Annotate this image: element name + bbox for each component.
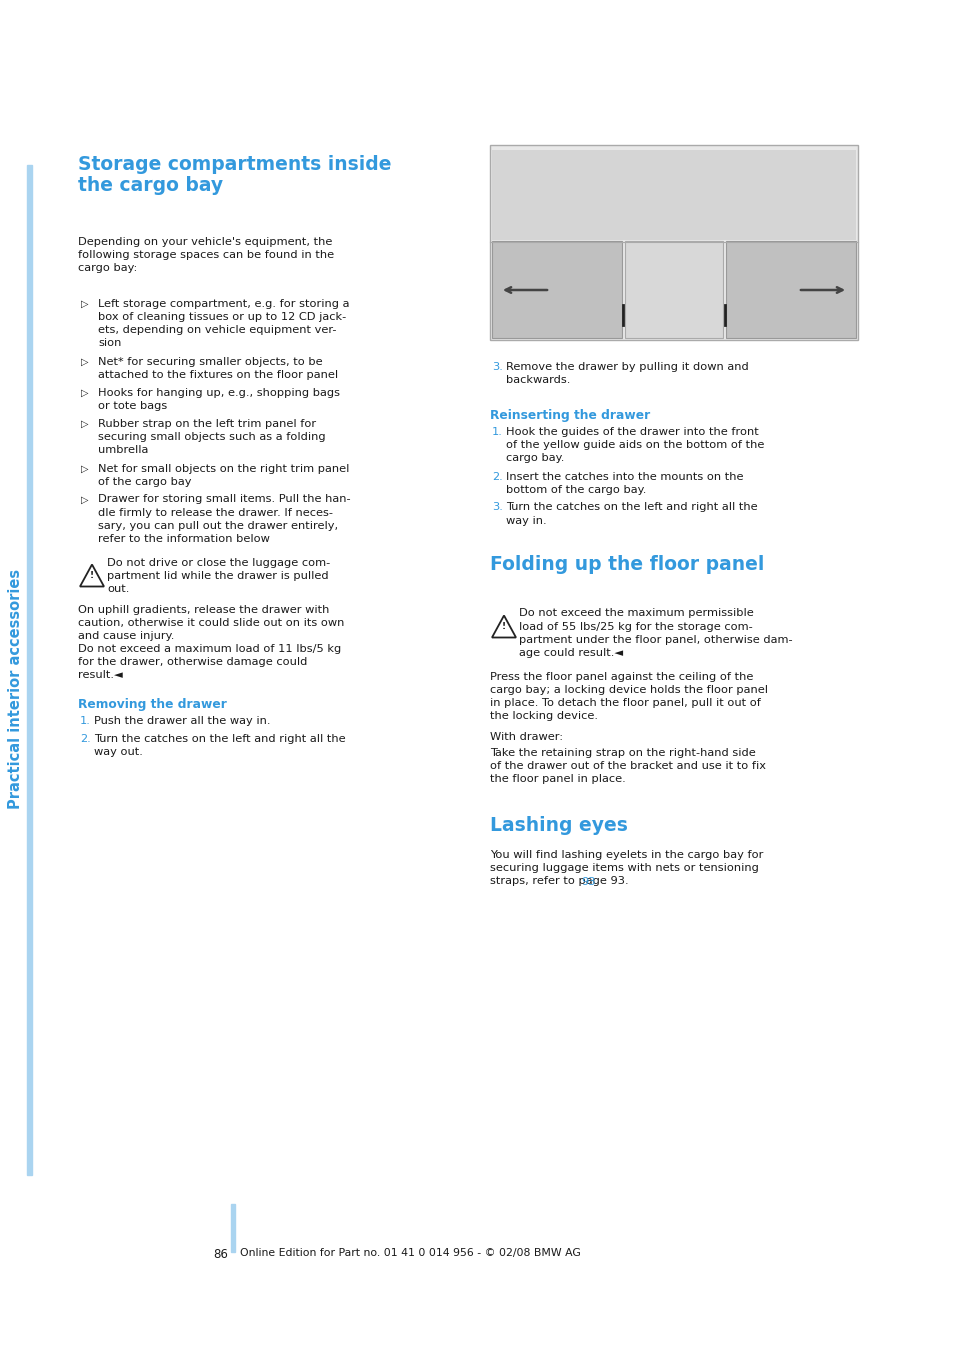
Text: 93: 93	[580, 878, 595, 887]
Text: Practical interior accessories: Practical interior accessories	[8, 568, 23, 809]
Text: Depending on your vehicle's equipment, the
following storage spaces can be found: Depending on your vehicle's equipment, t…	[78, 238, 334, 273]
Text: Drawer for storing small items. Pull the han-
dle firmly to release the drawer. : Drawer for storing small items. Pull the…	[98, 494, 351, 544]
Text: Hooks for hanging up, e.g., shopping bags
or tote bags: Hooks for hanging up, e.g., shopping bag…	[98, 387, 339, 410]
Text: !: !	[501, 622, 505, 630]
Text: ▷: ▷	[81, 356, 89, 367]
Text: Hook the guides of the drawer into the front
of the yellow guide aids on the bot: Hook the guides of the drawer into the f…	[505, 427, 763, 463]
Text: Net for small objects on the right trim panel
of the cargo bay: Net for small objects on the right trim …	[98, 463, 349, 486]
Text: Lashing eyes: Lashing eyes	[490, 815, 627, 836]
Text: Online Edition for Part no. 01 41 0 014 956 - © 02/08 BMW AG: Online Edition for Part no. 01 41 0 014 …	[240, 1247, 580, 1258]
Text: ▷: ▷	[81, 298, 89, 309]
Text: Insert the catches into the mounts on the
bottom of the cargo bay.: Insert the catches into the mounts on th…	[505, 471, 742, 494]
Text: Removing the drawer: Removing the drawer	[78, 698, 227, 711]
Text: ▷: ▷	[81, 418, 89, 429]
Text: You will find lashing eyelets in the cargo bay for
securing luggage items with n: You will find lashing eyelets in the car…	[490, 850, 762, 886]
Bar	[624, 242, 722, 338]
Text: Folding up the floor panel: Folding up the floor panel	[490, 555, 763, 575]
Text: Net* for securing smaller objects, to be
attached to the fixtures on the floor p: Net* for securing smaller objects, to be…	[98, 356, 337, 381]
Text: 3.: 3.	[492, 502, 502, 513]
Text: Storage compartments inside
the cargo bay: Storage compartments inside the cargo ba…	[78, 155, 391, 196]
Text: ▷: ▷	[81, 494, 89, 505]
Text: Turn the catches on the left and right all the
way in.: Turn the catches on the left and right a…	[505, 502, 757, 525]
Text: 2.: 2.	[492, 471, 502, 482]
Text: 1.: 1.	[80, 716, 91, 726]
Text: ▷: ▷	[81, 387, 89, 398]
Text: Press the floor panel against the ceiling of the
cargo bay; a locking device hol: Press the floor panel against the ceilin…	[490, 671, 767, 721]
Text: Do not drive or close the luggage com-
partment lid while the drawer is pulled
o: Do not drive or close the luggage com- p…	[107, 558, 330, 594]
Text: Reinserting the drawer: Reinserting the drawer	[490, 409, 650, 423]
Text: ▷: ▷	[81, 463, 89, 474]
Text: Rubber strap on the left trim panel for
securing small objects such as a folding: Rubber strap on the left trim panel for …	[98, 418, 325, 455]
Text: 3.: 3.	[492, 362, 502, 373]
Text: On uphill gradients, release the drawer with
caution, otherwise it could slide o: On uphill gradients, release the drawer …	[78, 605, 344, 680]
Text: With drawer:: With drawer:	[490, 732, 562, 741]
Text: Take the retaining strap on the right-hand side
of the drawer out of the bracket: Take the retaining strap on the right-ha…	[490, 748, 765, 783]
Text: Turn the catches on the left and right all the
way out.: Turn the catches on the left and right a…	[94, 733, 345, 756]
Text: 1.: 1.	[492, 427, 502, 437]
Text: Remove the drawer by pulling it down and
backwards.: Remove the drawer by pulling it down and…	[505, 362, 748, 385]
Bar	[231, 1204, 234, 1251]
Bar	[27, 165, 32, 1174]
Bar	[725, 242, 855, 338]
Bar	[490, 144, 857, 340]
Text: Push the drawer all the way in.: Push the drawer all the way in.	[94, 716, 271, 726]
Text: 2.: 2.	[80, 733, 91, 744]
Text: 86: 86	[213, 1247, 228, 1261]
Text: Do not exceed the maximum permissible
load of 55 lbs/25 kg for the storage com-
: Do not exceed the maximum permissible lo…	[518, 609, 792, 657]
Text: !: !	[90, 571, 94, 580]
Bar	[492, 150, 855, 240]
Bar	[492, 242, 621, 338]
Text: Left storage compartment, e.g. for storing a
box of cleaning tissues or up to 12: Left storage compartment, e.g. for stori…	[98, 298, 349, 348]
